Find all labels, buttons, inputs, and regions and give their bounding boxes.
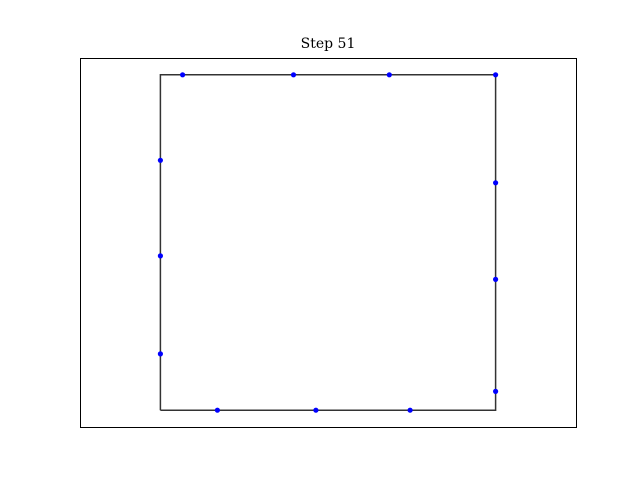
points-layer [157, 72, 499, 413]
data-point-12 [157, 253, 163, 259]
data-point-4 [493, 72, 499, 78]
data-point-1 [180, 72, 186, 78]
data-point-9 [313, 407, 319, 413]
chart-title: Step 51 [301, 36, 356, 52]
data-point-7 [493, 388, 499, 394]
data-point-8 [214, 407, 220, 413]
data-point-10 [407, 407, 413, 413]
data-point-2 [290, 72, 297, 78]
data-point-3 [386, 72, 392, 78]
data-point-5 [493, 180, 499, 186]
data-point-6 [493, 276, 499, 282]
axes-frame [80, 58, 577, 428]
data-point-13 [157, 157, 163, 163]
data-point-11 [157, 351, 163, 357]
